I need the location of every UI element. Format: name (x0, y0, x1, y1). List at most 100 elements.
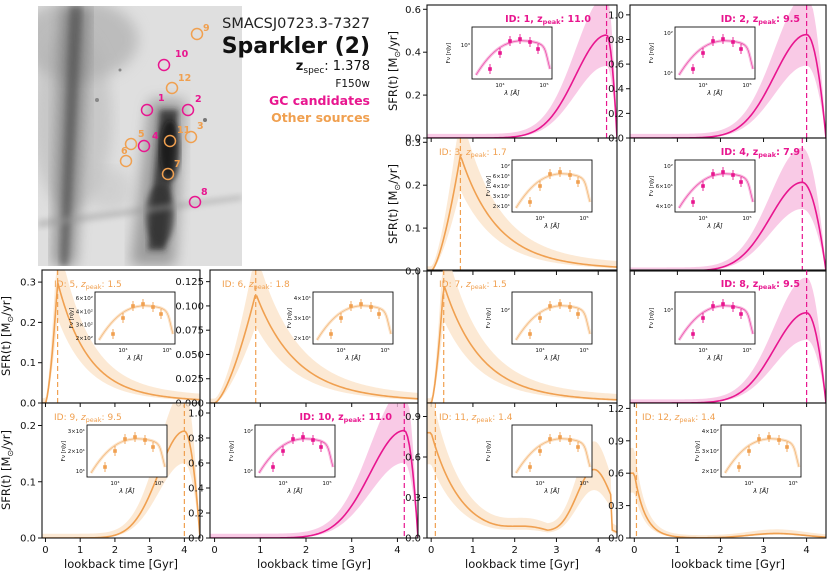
panel-label-z-4: z (753, 147, 759, 158)
sed-point-8-4 (731, 305, 735, 309)
sed-point-11-2 (548, 437, 552, 441)
source-marker-5 (124, 137, 138, 151)
source-marker-2 (181, 103, 195, 117)
sed-ylabel-3: Fν [nJy] (486, 176, 492, 197)
xtick-label-11-1: 1 (470, 545, 476, 556)
sed-model-9 (90, 438, 166, 474)
sfh-panel-1: 0.0 0.2 0.4 0.6 ID: 1, zpeak: 11.0 10³ 10⁴ 10⁵ λ… (405, 4, 618, 145)
source-label-9: 9 (203, 23, 210, 34)
sed-inset-9: 3×10¹ 2×10¹ 10¹ 10⁴ 10⁵ λ [Å] Fν [nJy] (61, 424, 168, 495)
sed-ytick-9-1: 2×10¹ (68, 448, 85, 455)
panel-label-z-3: z (465, 148, 471, 158)
sed-model-12 (724, 438, 800, 474)
sed-ytick-5-1: 4×10² (76, 308, 93, 315)
sed-point-11-1 (538, 449, 542, 453)
source-marker-1 (140, 103, 154, 117)
sed-xlabel-4: λ [Å] (706, 221, 723, 230)
source-marker-3 (184, 130, 198, 144)
panel-label-id-2: ID: 2, (721, 14, 753, 25)
panel-label-zval-1: : 11.0 (560, 14, 591, 25)
legend-other: Other sources (271, 110, 370, 125)
sed-xtick-6-0: 10⁴ (336, 347, 346, 354)
sed-point-4-1 (701, 184, 705, 188)
sed-xtick-1-0: 10⁴ (495, 82, 505, 89)
sed-xlabel-9: λ [Å] (118, 486, 135, 495)
sed-inset-11: 10⁴ 10⁵ λ [Å] Fν [nJy] (486, 424, 593, 495)
sed-xtick-6-1: 10⁵ (380, 347, 389, 354)
ytick-label-1-0: 0.0 (405, 134, 421, 145)
panel-label-12: ID: 12, zpeak: 1.4 (642, 413, 716, 424)
sfh-curve-3 (427, 153, 617, 271)
sed-point-5-0 (111, 332, 115, 336)
panel-label-id-1: ID: 1, (505, 14, 537, 25)
sed-ylabel-10: Fν [nJy] (229, 441, 235, 462)
sed-point-1-3 (518, 37, 522, 41)
source-marker-9 (190, 27, 204, 41)
source-marker-8 (188, 195, 202, 209)
sed-xtick-11-0: 10⁴ (535, 480, 545, 487)
sed-ytick-10-1: 10¹ (244, 468, 253, 475)
xtick-label-9-3: 3 (146, 545, 152, 556)
sed-point-6-2 (349, 304, 353, 308)
ytick-label-11-0: 0.0 (405, 534, 421, 545)
ytick-label-2-3: 0.6 (608, 60, 624, 71)
sed-ytick-2-0: 10² (664, 30, 673, 37)
panel-label-z-11: z (471, 413, 477, 423)
sed-point-6-5 (377, 312, 381, 316)
sfh-uncertainty-band-6 (210, 270, 418, 403)
source-marker-12 (165, 81, 179, 95)
sed-point-9-2 (123, 437, 127, 441)
sed-point-8-5 (739, 312, 743, 316)
sed-xtick-3-0: 10⁴ (535, 215, 545, 222)
sed-model-7 (515, 305, 591, 341)
sed-point-3-1 (538, 184, 542, 188)
sed-point-4-4 (731, 173, 735, 177)
sed-inset-8: 10³ 10⁴ 10⁵ λ [Å] Fν [nJy] (649, 291, 756, 362)
panel-frame-10 (209, 402, 419, 539)
sed-point-10-5 (319, 445, 323, 449)
source-label-3: 3 (197, 121, 204, 132)
ylabel-row2-main: SFR(t) [M (386, 191, 400, 244)
panel-label-zval-9: : 9.5 (102, 413, 122, 423)
sed-point-5-1 (121, 316, 125, 320)
sed-xtick-2-1: 10⁵ (742, 82, 751, 89)
galaxy-image (38, 6, 242, 266)
sfh-uncertainty-band-4 (630, 147, 826, 271)
sed-inset-frame-6 (312, 291, 394, 345)
sed-model-4 (678, 173, 754, 209)
panel-label-zval-2: : 9.5 (776, 14, 800, 25)
panel-label-z-8: z (753, 279, 759, 290)
sed-point-4-2 (711, 172, 715, 176)
source-label-7: 7 (174, 159, 181, 170)
sed-ytick-10-0: 10² (244, 428, 253, 435)
sfh-panel-7: ID: 7, zpeak: 1.5 10² 10⁴ 10⁵ λ [Å] Fν [nJy] (426, 269, 618, 407)
sed-ytick-12-1: 3×10² (702, 448, 719, 455)
panel-label-2: ID: 2, zpeak: 9.5 (721, 14, 800, 26)
ylabel-row2-sun: ⊙ (393, 184, 402, 191)
ylabel-row1: SFR(t) [M⊙/yr] (386, 31, 402, 111)
xtick-label-9-0: 0 (42, 545, 48, 556)
sed-ytick-3-2: 4×10¹ (493, 183, 510, 190)
sed-model-3 (515, 173, 591, 209)
sed-point-5-5 (159, 312, 163, 316)
sfh-uncertainty-band-11 (427, 403, 617, 534)
panel-label-3: ID: 3, zpeak: 1.7 (439, 148, 507, 159)
sed-xtick-4-1: 10⁵ (742, 215, 751, 222)
sed-xtick-12-0: 10⁴ (744, 480, 754, 487)
ytick-label-10-3: 0.6 (188, 459, 204, 470)
sed-ytick-9-2: 10¹ (76, 468, 85, 475)
sed-point-2-5 (739, 47, 743, 51)
sed-point-12-3 (767, 435, 771, 439)
sed-point-8-0 (691, 332, 695, 336)
xtick-label-9-1: 1 (77, 545, 83, 556)
sed-inset-12: 4×10² 3×10² 2×10² 10⁴ 10⁵ λ [Å] Fν [nJy] (695, 424, 802, 495)
panel-label-zval-11: : 1.4 (492, 413, 512, 423)
ylabel-row3-sun: ⊙ (6, 316, 15, 323)
sed-ytick-1-0: 10³ (461, 42, 470, 49)
sed-ytick-4-1: 6×10¹ (656, 183, 673, 190)
xtick-label-9-2: 2 (112, 545, 118, 556)
sed-xtick-10-0: 10⁴ (278, 480, 288, 487)
xtick-label-12-3: 3 (760, 545, 766, 556)
panel-label-zsub-12: peak (679, 416, 695, 424)
ytick-label-12-1: 0.3 (608, 501, 624, 512)
